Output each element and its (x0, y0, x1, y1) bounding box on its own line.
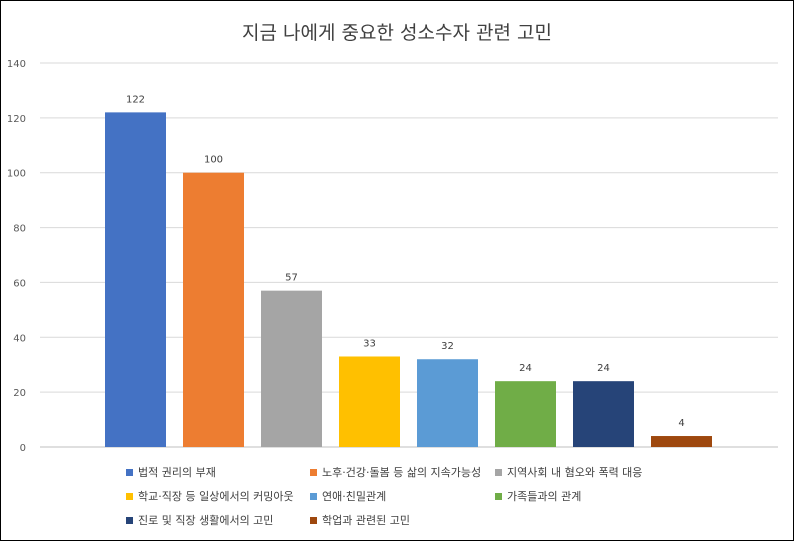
y-tick-label: 40 (13, 333, 26, 344)
legend-swatch (495, 492, 502, 500)
data-label: 4 (678, 418, 684, 429)
legend-label: 학업과 관련된 고민 (322, 514, 410, 527)
legend-label: 진로 및 직장 생활에서의 고민 (138, 514, 274, 527)
legend-label: 법적 권리의 부재 (138, 466, 216, 479)
legend-swatch (310, 468, 317, 476)
data-label: 24 (519, 363, 532, 374)
bar (339, 356, 400, 447)
legend-item: 학교·직장 등 일상에서의 커밍아웃 (126, 486, 310, 506)
data-label: 57 (285, 273, 298, 284)
bar (573, 381, 634, 447)
legend-item: 진로 및 직장 생활에서의 고민 (126, 510, 310, 530)
y-tick-label: 140 (7, 59, 26, 70)
legend-label: 학교·직장 등 일상에서의 커밍아웃 (138, 490, 294, 503)
data-label: 122 (126, 94, 145, 105)
legend-swatch (126, 516, 133, 524)
legend-label: 가족들과의 관계 (507, 490, 582, 503)
legend-label: 노후·건강·돌봄 등 삶의 지속가능성 (322, 466, 482, 479)
bar (261, 290, 322, 447)
bar (105, 112, 166, 447)
y-tick-label: 20 (13, 388, 26, 399)
bar (495, 381, 556, 447)
bar (417, 359, 478, 447)
y-tick-label: 80 (13, 224, 26, 235)
legend-item: 노후·건강·돌봄 등 삶의 지속가능성 (310, 462, 495, 482)
legend-item: 학업과 관련된 고민 (310, 510, 495, 530)
chart-title: 지금 나에게 중요한 성소수자 관련 고민 (242, 22, 552, 44)
legend-item: 지역사회 내 혐오와 폭력 대응 (495, 462, 726, 482)
legend-swatch (126, 468, 133, 476)
data-label: 24 (597, 363, 610, 374)
data-label: 33 (363, 338, 376, 349)
y-tick-label: 60 (13, 278, 26, 289)
data-label: 32 (441, 341, 454, 352)
data-label: 100 (204, 155, 223, 166)
legend-item: 법적 권리의 부재 (126, 462, 310, 482)
legend-swatch (310, 492, 317, 500)
bar (651, 436, 712, 447)
legend-item: 가족들과의 관계 (495, 486, 726, 506)
chart-legend: 법적 권리의 부재 노후·건강·돌봄 등 삶의 지속가능성 지역사회 내 혐오와 폭… (126, 462, 726, 530)
y-tick-label: 100 (7, 169, 26, 180)
y-tick-label: 120 (7, 114, 26, 125)
legend-item: 연애·친밀관계 (310, 486, 495, 506)
legend-label: 지역사회 내 혐오와 폭력 대응 (507, 466, 643, 479)
y-tick-label: 0 (20, 443, 26, 454)
legend-swatch (495, 468, 502, 476)
legend-swatch (310, 516, 317, 524)
legend-swatch (126, 492, 133, 500)
bar (183, 172, 244, 447)
legend-label: 연애·친밀관계 (322, 490, 387, 503)
